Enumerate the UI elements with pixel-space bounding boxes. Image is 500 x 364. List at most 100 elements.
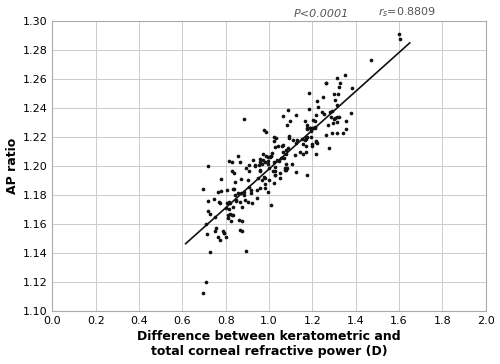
- Point: [277, 155, 285, 161]
- Point: [336, 80, 344, 86]
- Point: [244, 178, 252, 183]
- Point: [259, 151, 267, 157]
- Point: [217, 188, 225, 194]
- Point: [226, 211, 234, 217]
- Point: [342, 126, 349, 132]
- Point: [230, 191, 238, 197]
- Point: [324, 122, 332, 128]
- Point: [241, 197, 249, 203]
- Point: [292, 112, 300, 118]
- Point: [234, 190, 241, 196]
- Point: [203, 231, 211, 237]
- Point: [288, 161, 296, 167]
- Point: [264, 165, 272, 170]
- Point: [254, 175, 262, 181]
- Point: [210, 196, 218, 202]
- Point: [296, 150, 304, 155]
- Point: [290, 153, 298, 158]
- Point: [242, 248, 250, 254]
- Point: [264, 154, 272, 160]
- Point: [204, 208, 212, 214]
- Text: P<0.0001: P<0.0001: [294, 9, 348, 19]
- Point: [307, 128, 315, 134]
- Point: [333, 114, 341, 120]
- Point: [336, 84, 344, 90]
- Point: [279, 149, 287, 155]
- Point: [226, 206, 234, 212]
- Point: [329, 120, 337, 126]
- Point: [214, 189, 222, 195]
- Point: [226, 158, 234, 163]
- Point: [281, 165, 289, 171]
- Point: [286, 119, 294, 124]
- Point: [312, 139, 320, 145]
- Point: [199, 186, 207, 192]
- Point: [202, 280, 210, 285]
- Point: [231, 179, 239, 185]
- Point: [229, 186, 237, 192]
- Point: [324, 145, 332, 151]
- Point: [245, 162, 253, 168]
- Point: [226, 199, 234, 205]
- Point: [333, 130, 341, 136]
- Point: [248, 157, 256, 163]
- Point: [238, 190, 246, 195]
- Point: [262, 130, 270, 135]
- Point: [211, 214, 219, 219]
- Point: [312, 112, 320, 118]
- Point: [302, 138, 310, 143]
- Point: [304, 90, 312, 96]
- Point: [298, 136, 306, 142]
- Point: [302, 149, 310, 155]
- Point: [272, 172, 280, 178]
- Point: [331, 97, 339, 103]
- Point: [206, 249, 214, 255]
- Point: [335, 114, 343, 120]
- Point: [240, 189, 248, 195]
- Point: [224, 187, 232, 193]
- Point: [320, 111, 328, 116]
- Point: [306, 125, 314, 131]
- Point: [224, 200, 232, 206]
- Point: [256, 167, 264, 173]
- Point: [224, 215, 232, 221]
- Point: [280, 167, 288, 173]
- Point: [253, 187, 261, 193]
- Point: [322, 132, 330, 138]
- Point: [302, 134, 310, 140]
- Point: [246, 187, 254, 193]
- Point: [266, 202, 274, 207]
- Point: [260, 157, 268, 163]
- Point: [240, 116, 248, 122]
- Point: [245, 184, 253, 190]
- Point: [260, 174, 268, 179]
- Point: [251, 163, 259, 169]
- Point: [199, 290, 207, 296]
- Point: [228, 211, 236, 217]
- Point: [216, 200, 224, 206]
- Point: [228, 159, 236, 165]
- Point: [219, 228, 227, 234]
- Point: [330, 116, 338, 122]
- Point: [214, 234, 222, 240]
- Point: [264, 158, 272, 164]
- Point: [272, 135, 280, 141]
- Point: [270, 134, 278, 140]
- Point: [272, 168, 280, 174]
- Point: [262, 153, 270, 159]
- Point: [270, 168, 278, 174]
- Point: [304, 172, 312, 178]
- Point: [342, 118, 350, 124]
- Point: [264, 190, 272, 195]
- Point: [289, 137, 297, 143]
- Point: [328, 130, 336, 136]
- Point: [229, 204, 237, 210]
- Point: [230, 170, 237, 176]
- Point: [236, 199, 244, 205]
- Point: [270, 159, 278, 165]
- Point: [334, 103, 342, 108]
- Point: [222, 206, 230, 211]
- Point: [271, 165, 279, 170]
- Point: [212, 226, 220, 232]
- Point: [232, 198, 240, 204]
